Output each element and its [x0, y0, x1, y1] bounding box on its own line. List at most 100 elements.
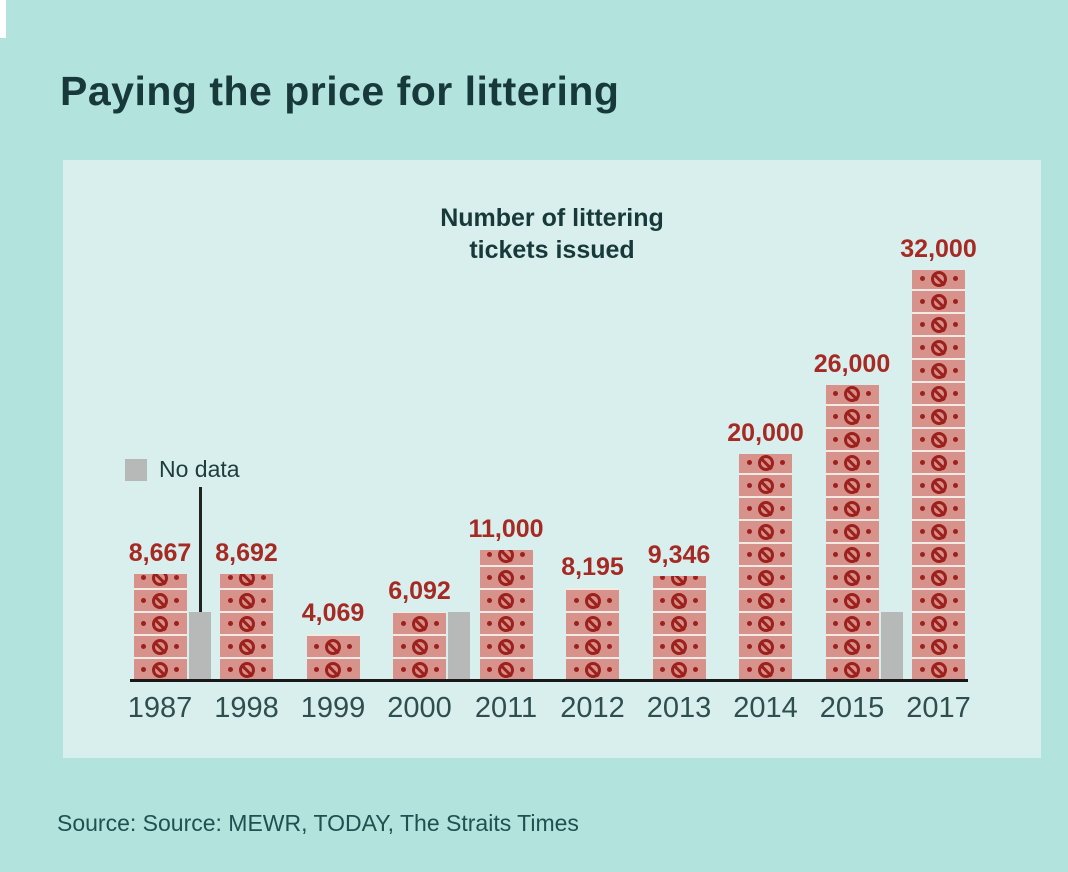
no-littering-icon	[487, 569, 525, 586]
tick-label-1987: 1987	[127, 692, 193, 724]
ticket-block	[912, 634, 965, 657]
no-littering-icon	[227, 615, 266, 632]
no-littering-icon	[919, 592, 958, 609]
source-attribution: Source: Source: MEWR, TODAY, The Straits…	[57, 810, 579, 836]
ticket-block	[739, 473, 792, 496]
value-label-2015: 26,000	[813, 350, 891, 378]
ticket-block	[825, 634, 879, 657]
ticket-block	[912, 270, 965, 289]
no-littering-icon	[314, 661, 352, 678]
ticket-block	[566, 634, 619, 657]
ticket-block	[739, 634, 792, 657]
no-littering-icon	[573, 615, 612, 632]
no-littering-icon	[919, 546, 958, 563]
ticket-block	[393, 612, 446, 634]
ticket-block	[652, 634, 706, 657]
ticket-block	[912, 565, 965, 588]
ticket-block	[652, 611, 706, 634]
ticket-block	[306, 634, 360, 657]
no-littering-icon	[746, 477, 785, 494]
no-littering-icon	[919, 661, 958, 678]
no-littering-icon	[487, 592, 525, 609]
ticket-block	[739, 657, 792, 680]
no-littering-icon	[141, 574, 179, 586]
ticket-stack	[479, 550, 533, 680]
ticket-stack	[133, 574, 187, 680]
tick-label-2015: 2015	[819, 692, 885, 724]
ticket-block	[220, 588, 273, 611]
ticket-block	[825, 519, 879, 542]
no-littering-icon	[227, 661, 266, 678]
no-littering-icon	[746, 638, 785, 655]
legend-label: No data	[159, 456, 240, 482]
no-littering-icon	[833, 431, 871, 448]
no-littering-icon	[919, 362, 958, 379]
ticket-block	[825, 427, 879, 450]
no-littering-icon	[227, 592, 266, 609]
no-littering-icon	[919, 638, 958, 655]
no-littering-icon	[919, 454, 958, 471]
ticket-block	[220, 574, 273, 588]
legend-no-data: No data	[125, 456, 240, 483]
no-littering-icon	[919, 293, 958, 310]
no-littering-icon	[919, 339, 958, 356]
no-littering-icon	[746, 615, 785, 632]
ticket-block	[912, 588, 965, 611]
ticket-block	[479, 565, 533, 588]
no-data-bar-after-1987	[188, 612, 211, 680]
no-littering-icon	[833, 661, 871, 678]
tick-label-2017: 2017	[906, 692, 971, 724]
ticket-block	[825, 588, 879, 611]
ticket-block	[912, 657, 965, 680]
no-littering-icon	[919, 477, 958, 494]
no-littering-icon	[833, 592, 871, 609]
ticket-block	[220, 657, 273, 680]
ticket-block	[739, 565, 792, 588]
ticket-block	[566, 588, 619, 611]
no-littering-icon	[833, 408, 871, 425]
tick-label-1999: 1999	[300, 692, 366, 724]
no-littering-icon	[746, 546, 785, 563]
ticket-stack	[306, 634, 360, 680]
value-label-1998: 8,692	[215, 539, 278, 567]
no-littering-icon	[833, 454, 871, 471]
ticket-block	[652, 588, 706, 611]
ticket-block	[825, 450, 879, 473]
tick-label-2013: 2013	[646, 692, 712, 724]
ticket-block	[739, 496, 792, 519]
no-littering-icon	[919, 523, 958, 540]
no-littering-icon	[833, 615, 871, 632]
ticket-block	[566, 611, 619, 634]
ticket-block	[133, 657, 187, 680]
ticket-block	[825, 404, 879, 427]
ticket-block	[393, 634, 446, 657]
bar-2011	[479, 550, 533, 680]
bar-2015	[825, 385, 879, 680]
no-littering-icon	[833, 546, 871, 563]
no-littering-icon	[227, 574, 266, 586]
no-littering-icon	[833, 523, 871, 540]
no-littering-icon	[141, 638, 179, 655]
ticket-block	[912, 312, 965, 335]
bar-1999	[306, 634, 360, 680]
ticket-stack	[825, 385, 879, 680]
no-littering-icon	[919, 270, 958, 287]
ticket-block	[652, 576, 706, 588]
x-axis-line	[130, 679, 968, 682]
tick-label-1998: 1998	[214, 692, 279, 724]
no-littering-icon	[660, 638, 698, 655]
no-littering-icon	[487, 638, 525, 655]
no-littering-icon	[833, 385, 871, 402]
ticket-block	[825, 611, 879, 634]
value-label-2017: 32,000	[900, 235, 977, 263]
tick-label-2000: 2000	[387, 692, 452, 724]
ticket-block	[912, 611, 965, 634]
no-littering-icon	[660, 576, 698, 586]
value-label-1987: 8,667	[128, 539, 192, 567]
ticket-block	[479, 588, 533, 611]
no-littering-icon	[746, 500, 785, 517]
no-littering-icon	[573, 638, 612, 655]
no-littering-icon	[919, 408, 958, 425]
no-littering-icon	[919, 500, 958, 517]
